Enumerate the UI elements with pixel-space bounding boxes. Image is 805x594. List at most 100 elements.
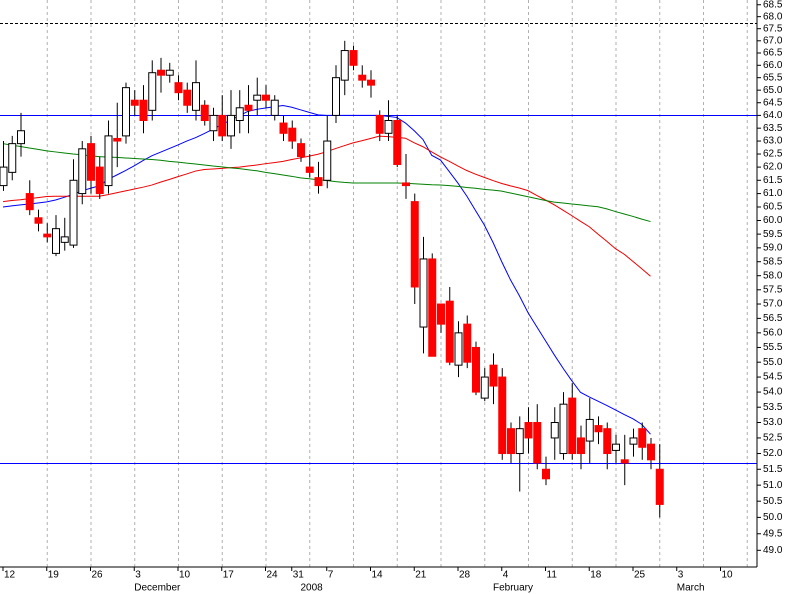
y-tick-label: 59.5: [763, 229, 783, 240]
y-tick-label: 66.0: [763, 60, 783, 71]
y-tick-label: 60.0: [763, 215, 783, 226]
candle-body: [139, 99, 148, 121]
candle-body: [585, 418, 594, 442]
candle-body: [218, 114, 227, 137]
candle-body: [568, 397, 577, 455]
candle-body: [524, 422, 533, 439]
candle-body: [384, 119, 393, 134]
candle-body: [183, 89, 192, 106]
candle-body: [480, 376, 489, 399]
grid-layer: [0, 0, 757, 567]
x-tick-label: 7: [328, 570, 334, 581]
candle-body: [95, 166, 104, 195]
y-tick-label: 62.0: [763, 162, 783, 173]
candle-body: [323, 140, 332, 181]
y-tick-label: 56.5: [763, 313, 783, 324]
candle-body: [419, 258, 428, 328]
y-tick-label: 56.0: [763, 327, 783, 338]
candle-body: [244, 104, 253, 111]
y-tick-label: 61.0: [763, 188, 783, 199]
candle-body: [428, 258, 437, 357]
axes-layer: 49.0 49.5 50.0 50.5 51.0 51.5 52.0 52.5 53.0 53.5…: [0, 0, 783, 594]
candle-body: [655, 468, 664, 505]
y-tick-label: 67.5: [763, 23, 783, 34]
candle-body: [25, 193, 34, 211]
candle-body: [367, 79, 375, 86]
y-tick-label: 65.0: [763, 85, 783, 96]
candle-body: [375, 114, 384, 134]
month-label: March: [677, 583, 705, 594]
candle-body: [227, 114, 235, 137]
y-tick-label: 52.5: [763, 433, 783, 444]
x-tick-label: 11: [547, 570, 558, 581]
candle-body: [498, 376, 507, 455]
candle-body: [410, 201, 419, 288]
x-tick-label: 24: [267, 570, 279, 581]
y-tick-label: 51.0: [763, 480, 783, 491]
x-tick-label: 17: [223, 570, 235, 581]
candle-body: [358, 74, 367, 81]
candle-body: [8, 143, 17, 173]
candle-body: [122, 87, 130, 137]
x-tick-label: 3: [135, 570, 141, 581]
candle-body: [43, 233, 52, 238]
y-tick-label: 57.0: [763, 299, 783, 310]
candle-body: [489, 364, 498, 387]
candle-body: [314, 177, 323, 187]
candle-body: [542, 468, 550, 480]
x-tick-label: 10: [722, 570, 734, 581]
candle-body: [262, 94, 270, 101]
y-tick-label: 51.5: [763, 464, 783, 475]
x-tick-label: 12: [4, 570, 16, 581]
x-tick-label: 25: [634, 570, 646, 581]
candle-body: [157, 69, 165, 76]
y-tick-label: 50.0: [763, 512, 783, 523]
candle-body: [612, 443, 620, 451]
candle-body: [603, 428, 612, 455]
candle-body: [235, 107, 244, 121]
candle-body: [507, 428, 515, 455]
x-tick-label: 28: [459, 570, 471, 581]
candle-body: [130, 99, 139, 106]
y-tick-label: 59.0: [763, 243, 783, 254]
candle-body: [638, 428, 647, 448]
y-tick-label: 50.5: [763, 496, 783, 507]
candle-body: [165, 69, 174, 76]
candle-body: [305, 166, 314, 173]
candle-body: [594, 425, 603, 433]
candle-body: [87, 143, 95, 181]
candle-body: [192, 82, 200, 111]
candle-body: [445, 300, 454, 363]
candle-body: [340, 50, 349, 81]
x-tick-label: 3: [678, 570, 684, 581]
y-tick-label: 53.0: [763, 417, 783, 428]
y-tick-label: 60.5: [763, 202, 783, 213]
candle-body: [17, 130, 25, 145]
candle-body: [559, 403, 568, 455]
y-tick-label: 61.5: [763, 175, 783, 186]
candle-body: [174, 82, 183, 94]
y-tick-label: 49.0: [763, 545, 783, 556]
candle-body: [402, 182, 410, 187]
candle-body: [437, 303, 445, 325]
y-tick-label: 66.5: [763, 48, 783, 59]
candle-body: [297, 143, 305, 158]
candle-body: [78, 148, 87, 195]
candle-body: [200, 104, 209, 121]
y-tick-label: 54.0: [763, 387, 783, 398]
candle-body: [550, 422, 559, 439]
y-tick-label: 63.5: [763, 123, 783, 134]
plot-layer: [0, 40, 664, 518]
y-tick-label: 65.5: [763, 72, 783, 83]
candle-body: [113, 137, 122, 142]
candle-body: [0, 166, 8, 187]
y-tick-label: 58.5: [763, 256, 783, 267]
y-tick-label: 58.0: [763, 270, 783, 281]
candle-body: [253, 94, 262, 101]
x-tick-label: 19: [48, 570, 60, 581]
y-tick-label: 64.5: [763, 97, 783, 108]
candle-body: [349, 50, 358, 66]
month-label: February: [493, 583, 533, 594]
